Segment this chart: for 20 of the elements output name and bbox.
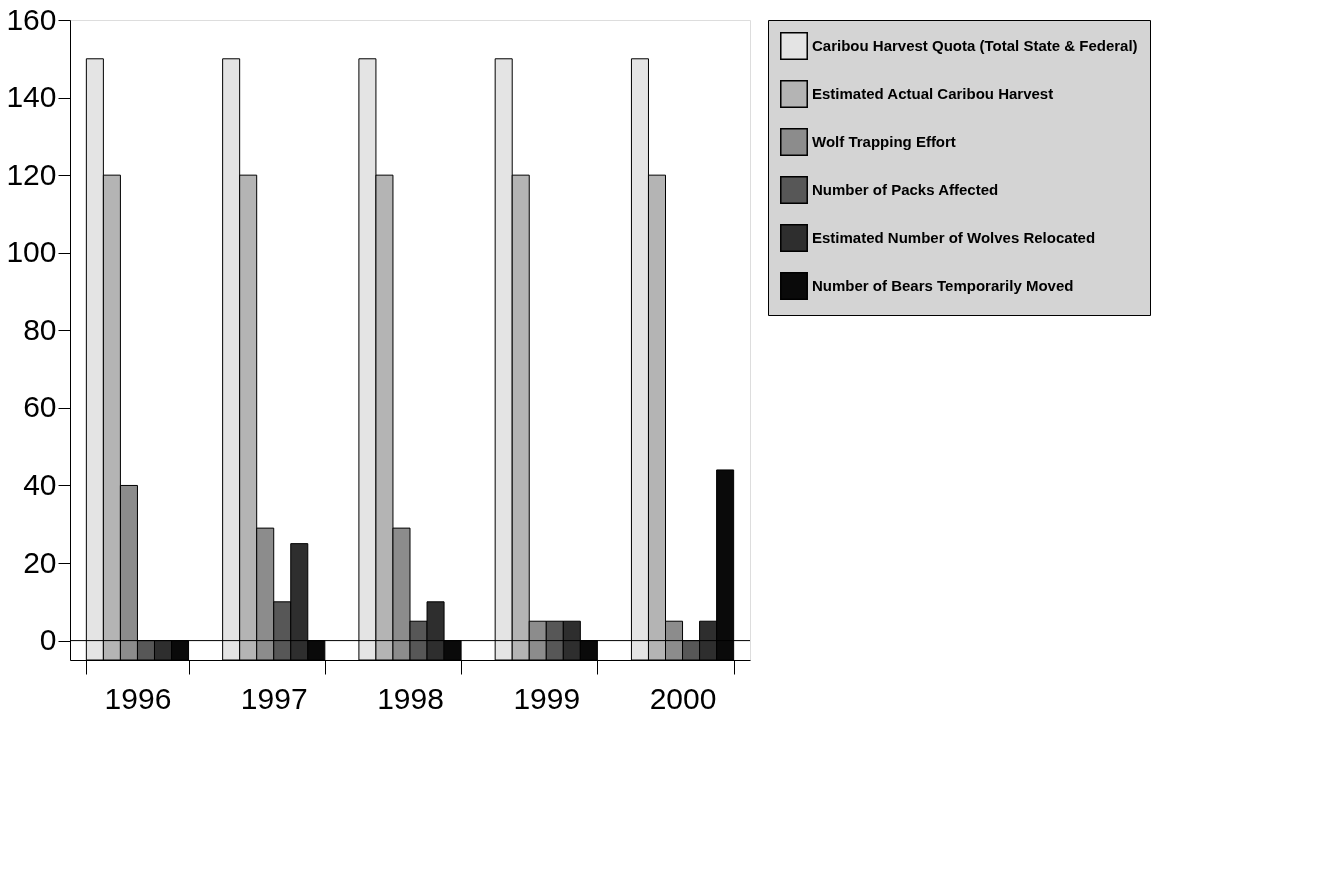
y-tick-label: 20: [23, 545, 57, 579]
legend-label: Wolf Trapping Effort: [812, 133, 956, 150]
legend-label: Caribou Harvest Quota (Total State & Federal): [812, 37, 1138, 54]
legend-label: Estimated Actual Caribou Harvest: [812, 85, 1054, 102]
y-tick-label: 60: [23, 390, 57, 424]
y-tick-label: 80: [23, 312, 57, 346]
y-tick-label: 100: [6, 235, 57, 269]
legend-label: Number of Packs Affected: [812, 181, 999, 198]
x-tick-label: 1998: [377, 681, 444, 715]
x-tick-label: 1997: [240, 681, 308, 715]
y-tick-label: 0: [39, 623, 57, 657]
legend-label: Number of Bears Temporarily Moved: [812, 277, 1074, 294]
legend-label: Estimated Number of Wolves Relocated: [812, 229, 1096, 246]
x-tick-label: 1999: [513, 681, 581, 715]
y-tick-label: 40: [23, 467, 57, 501]
y-tick-label: 160: [6, 2, 57, 36]
x-tick-label: 2000: [649, 681, 717, 715]
x-tick-label: 1996: [104, 681, 172, 715]
y-tick-label: 120: [6, 157, 57, 191]
y-tick-label: 140: [6, 80, 57, 114]
